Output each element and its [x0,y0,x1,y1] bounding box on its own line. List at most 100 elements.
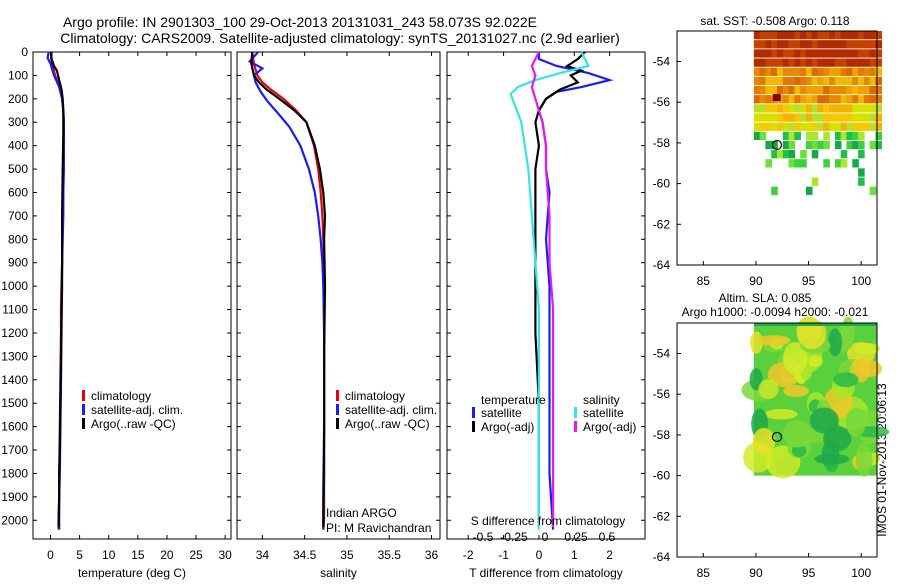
sst-cell [817,76,825,86]
sst-cell [834,159,842,168]
salinity-series-argo-raw-qc- [250,51,327,528]
sst-cell [800,95,807,104]
salinity-x-tick-label: 36 [425,548,439,562]
temperature-legend-label: satellite-adj. clim. [91,403,183,417]
sst-cell [800,49,807,58]
sst-cell [765,85,773,95]
sst-cell [869,104,877,113]
sst-cell [846,67,854,76]
sst-cell [863,58,871,67]
sst-cell [823,104,830,113]
title-line-1: Argo profile: IN 2901303_100 29-Oct-2013… [63,14,537,30]
sst-cell [846,85,854,95]
sst-cell [852,40,859,49]
difference-legend-swatch-salinity [574,407,577,418]
depth-tick-label: 1700 [1,443,28,457]
sst-cell [829,95,836,104]
salinity-legend-label: climatology [345,389,405,403]
salinity-legend-swatch [336,404,339,415]
sst-cell [840,85,848,95]
sst-cell [771,113,778,122]
sla-blob [752,427,776,456]
sst-cell [875,104,883,113]
altim-sla-x-tick-label: 90 [749,566,763,580]
sst-cell [794,40,801,49]
sst-cell [800,85,807,95]
sla-blob [828,328,842,357]
sst-cell [782,67,790,76]
sst-cell [875,49,883,58]
salinity-x-tick-label: 34.5 [293,548,317,562]
sst-cell [863,40,871,49]
sst-cell [794,76,801,86]
sst-cell [759,76,767,86]
sst-cell [858,122,865,131]
sst-cell [875,58,883,67]
sst-cell [863,122,871,131]
sst-cell [800,113,807,122]
sst-cell [811,122,819,131]
sst-cell [817,122,825,131]
sst-cell [782,104,790,113]
sst-cell [875,122,883,131]
sst-cell [771,140,778,150]
altim-sla-y-tick-label: -58 [653,428,671,442]
sst-cell [834,85,842,95]
altim-sla-y-tick-label: -54 [653,347,671,361]
sst-cell [765,95,773,104]
sst-cell [869,49,877,58]
sst-cell [840,76,848,86]
sla-blob [833,372,859,387]
depth-tick-label: 0 [21,45,28,59]
sst-cell [829,67,836,76]
sst-cell [788,150,796,159]
sst-cell [858,113,865,122]
sst-cell [817,31,825,40]
sst-cell [829,49,836,58]
sst-cell [817,58,825,67]
sst-cell [794,131,801,141]
sst-cell [811,31,819,40]
sst-cell [863,49,871,58]
altim-sla-y-tick-label: -64 [653,550,671,564]
sst-cell [765,40,773,49]
sst-cell [823,113,830,122]
sst-cell [858,67,865,76]
sst-cell [788,40,796,49]
sst-cell [753,85,761,95]
sst-cell [858,85,865,95]
temperature-legend-label: Argo(..raw -QC) [91,417,176,431]
sst-cell [805,122,813,131]
sst-cell [858,76,865,86]
sst-cell [794,31,801,40]
sst-cell [777,49,784,58]
sst-cell [794,85,801,95]
sst-cell [800,31,807,40]
sst-cell [858,49,865,58]
sst-cell [840,67,848,76]
sst-warm-spot [772,94,781,102]
depth-tick-label: 400 [8,139,28,153]
sst-cell [800,40,807,49]
sst-cell [863,67,871,76]
difference-legend-label-salinity: Argo(-adj) [583,420,636,434]
sst-cell [794,49,801,58]
depth-tick-label: 1400 [1,373,28,387]
difference-series-t-argo-adj- [534,51,586,528]
altim-sla-x-tick-label: 95 [802,566,816,580]
sat-sst-x-tick-label: 85 [697,274,711,288]
sst-cell [863,76,871,86]
sst-cell [788,140,796,150]
temperature-legend-swatch [82,418,85,429]
salinity-legend-label: Argo(..raw -QC) [345,417,430,431]
sla-blob [814,453,850,465]
temperature-legend-swatch [82,404,85,415]
sst-cell [759,67,767,76]
sst-cell [840,58,848,67]
sla-blob [854,342,880,355]
sst-cell [794,58,801,67]
sla-blob [855,442,873,477]
sst-cell [811,95,819,104]
sat-sst-x-tick-label: 100 [851,274,871,288]
